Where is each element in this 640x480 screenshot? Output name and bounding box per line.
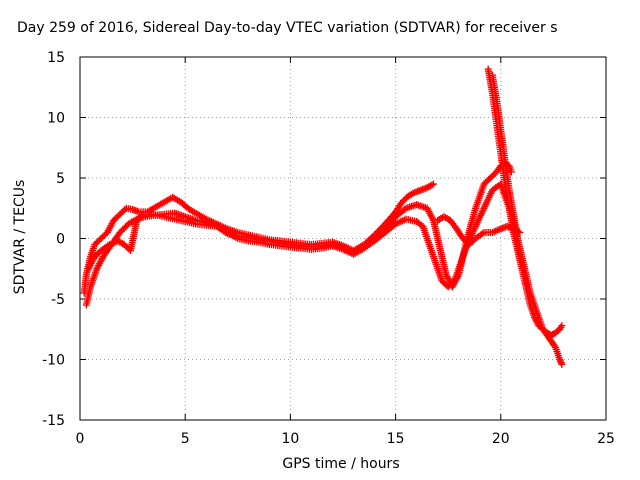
data-point [429, 180, 437, 188]
y-tick-label: -5 [51, 292, 65, 308]
x-tick-label: 5 [181, 431, 190, 447]
plot-frame [79, 56, 607, 421]
data-series-3 [84, 180, 522, 291]
y-tick-label: 5 [56, 171, 65, 187]
data-series-4 [434, 213, 524, 249]
x-tick-label: 0 [76, 431, 85, 447]
x-axis-label: GPS time / hours [282, 456, 400, 472]
data-point [558, 322, 566, 330]
data-point [557, 359, 565, 367]
x-tick-label: 20 [492, 431, 510, 447]
data-series-6 [488, 71, 566, 368]
x-tick-label: 25 [597, 431, 615, 447]
y-tick-label: 15 [47, 50, 65, 66]
data-point [558, 360, 566, 368]
chart-title: Day 259 of 2016, Sidereal Day-to-day VTE… [17, 20, 558, 36]
y-tick-label: -15 [42, 413, 65, 429]
y-tick-label: 0 [56, 232, 65, 248]
x-tick-label: 10 [281, 431, 299, 447]
y-tick-label: 10 [47, 111, 65, 127]
data-point [409, 189, 417, 197]
data-point [121, 206, 129, 214]
data-point [556, 356, 564, 363]
data-point [556, 357, 564, 365]
data-point [507, 168, 515, 176]
y-axis-label: SDTVAR / TECUs [12, 179, 28, 295]
x-tick-label: 15 [387, 431, 405, 447]
data-points [80, 65, 566, 368]
data-point [550, 342, 558, 350]
axis-ticks: 0 5 10 15 20 25 -15 -10 -5 0 5 10 15 [42, 50, 615, 447]
data-point [449, 278, 457, 286]
gridlines [80, 57, 606, 420]
data-point [138, 212, 146, 220]
y-tick-label: -10 [42, 353, 65, 369]
data-point [428, 181, 436, 189]
